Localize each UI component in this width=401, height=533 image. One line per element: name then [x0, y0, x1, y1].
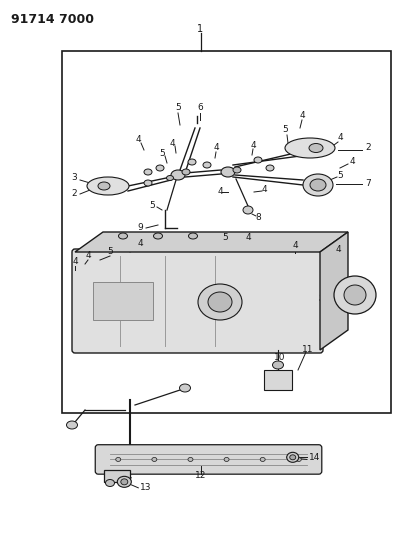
Ellipse shape — [309, 143, 323, 152]
Ellipse shape — [156, 165, 164, 171]
Ellipse shape — [287, 453, 299, 462]
Ellipse shape — [188, 159, 196, 165]
Text: 5: 5 — [175, 103, 181, 112]
Ellipse shape — [166, 175, 174, 181]
Ellipse shape — [98, 182, 110, 190]
Text: 5: 5 — [107, 247, 113, 256]
Ellipse shape — [144, 169, 152, 175]
Text: 4: 4 — [213, 143, 219, 152]
Ellipse shape — [303, 174, 333, 196]
Ellipse shape — [254, 157, 262, 163]
Text: 3: 3 — [71, 174, 77, 182]
Text: 1: 1 — [197, 25, 204, 34]
Text: 11: 11 — [302, 345, 314, 354]
Ellipse shape — [233, 167, 241, 173]
Bar — [62, 51, 391, 413]
Polygon shape — [320, 232, 348, 350]
Text: 4: 4 — [261, 185, 267, 195]
Text: 5: 5 — [159, 149, 165, 157]
Text: 5: 5 — [337, 171, 343, 180]
Text: 4: 4 — [335, 246, 341, 254]
Text: 4: 4 — [299, 110, 305, 119]
Text: 91714 7000: 91714 7000 — [11, 13, 94, 26]
Ellipse shape — [119, 233, 128, 239]
FancyBboxPatch shape — [72, 249, 323, 353]
Ellipse shape — [260, 457, 265, 462]
Ellipse shape — [296, 457, 301, 462]
Text: 12: 12 — [195, 472, 206, 480]
Ellipse shape — [285, 138, 335, 158]
Text: 8: 8 — [255, 214, 261, 222]
Ellipse shape — [152, 457, 157, 462]
Text: 4: 4 — [292, 240, 298, 249]
Ellipse shape — [290, 455, 296, 460]
Ellipse shape — [171, 170, 185, 180]
Text: 4: 4 — [135, 135, 141, 144]
Ellipse shape — [198, 284, 242, 320]
Text: 4: 4 — [85, 252, 91, 261]
Ellipse shape — [67, 421, 77, 429]
Text: 13: 13 — [140, 483, 152, 492]
Ellipse shape — [221, 167, 235, 177]
Text: 5: 5 — [149, 200, 155, 209]
Text: 5: 5 — [282, 125, 288, 134]
Ellipse shape — [105, 480, 115, 487]
Text: 4: 4 — [245, 232, 251, 241]
Text: 2: 2 — [71, 190, 77, 198]
Bar — [93, 282, 153, 320]
Ellipse shape — [224, 457, 229, 462]
Ellipse shape — [188, 457, 193, 462]
Ellipse shape — [180, 384, 190, 392]
FancyBboxPatch shape — [95, 445, 322, 474]
Polygon shape — [75, 232, 348, 252]
Ellipse shape — [208, 292, 232, 312]
Ellipse shape — [266, 165, 274, 171]
Ellipse shape — [188, 233, 198, 239]
Bar — [104, 470, 130, 482]
Ellipse shape — [310, 179, 326, 191]
Text: 4: 4 — [72, 257, 78, 266]
Ellipse shape — [334, 276, 376, 314]
Ellipse shape — [203, 162, 211, 168]
Text: 14: 14 — [309, 453, 320, 462]
Text: 6: 6 — [197, 103, 203, 112]
Text: 4: 4 — [217, 188, 223, 197]
Text: 4: 4 — [169, 139, 175, 148]
Ellipse shape — [243, 206, 253, 214]
Text: 4: 4 — [250, 141, 256, 149]
Ellipse shape — [144, 180, 152, 186]
Ellipse shape — [116, 457, 121, 462]
Text: 4: 4 — [337, 133, 343, 142]
Ellipse shape — [182, 169, 190, 175]
Text: 10: 10 — [274, 353, 286, 362]
Ellipse shape — [273, 361, 284, 369]
Ellipse shape — [117, 477, 131, 487]
Ellipse shape — [344, 285, 366, 305]
Ellipse shape — [119, 480, 128, 487]
Text: 2: 2 — [365, 143, 371, 152]
Ellipse shape — [87, 177, 129, 195]
Text: 7: 7 — [365, 179, 371, 188]
Text: 4: 4 — [137, 238, 143, 247]
Text: 5: 5 — [222, 232, 228, 241]
Text: 4: 4 — [349, 157, 355, 166]
Ellipse shape — [121, 479, 128, 485]
Ellipse shape — [154, 233, 162, 239]
Bar — [264, 370, 292, 390]
Text: 9: 9 — [137, 223, 143, 232]
